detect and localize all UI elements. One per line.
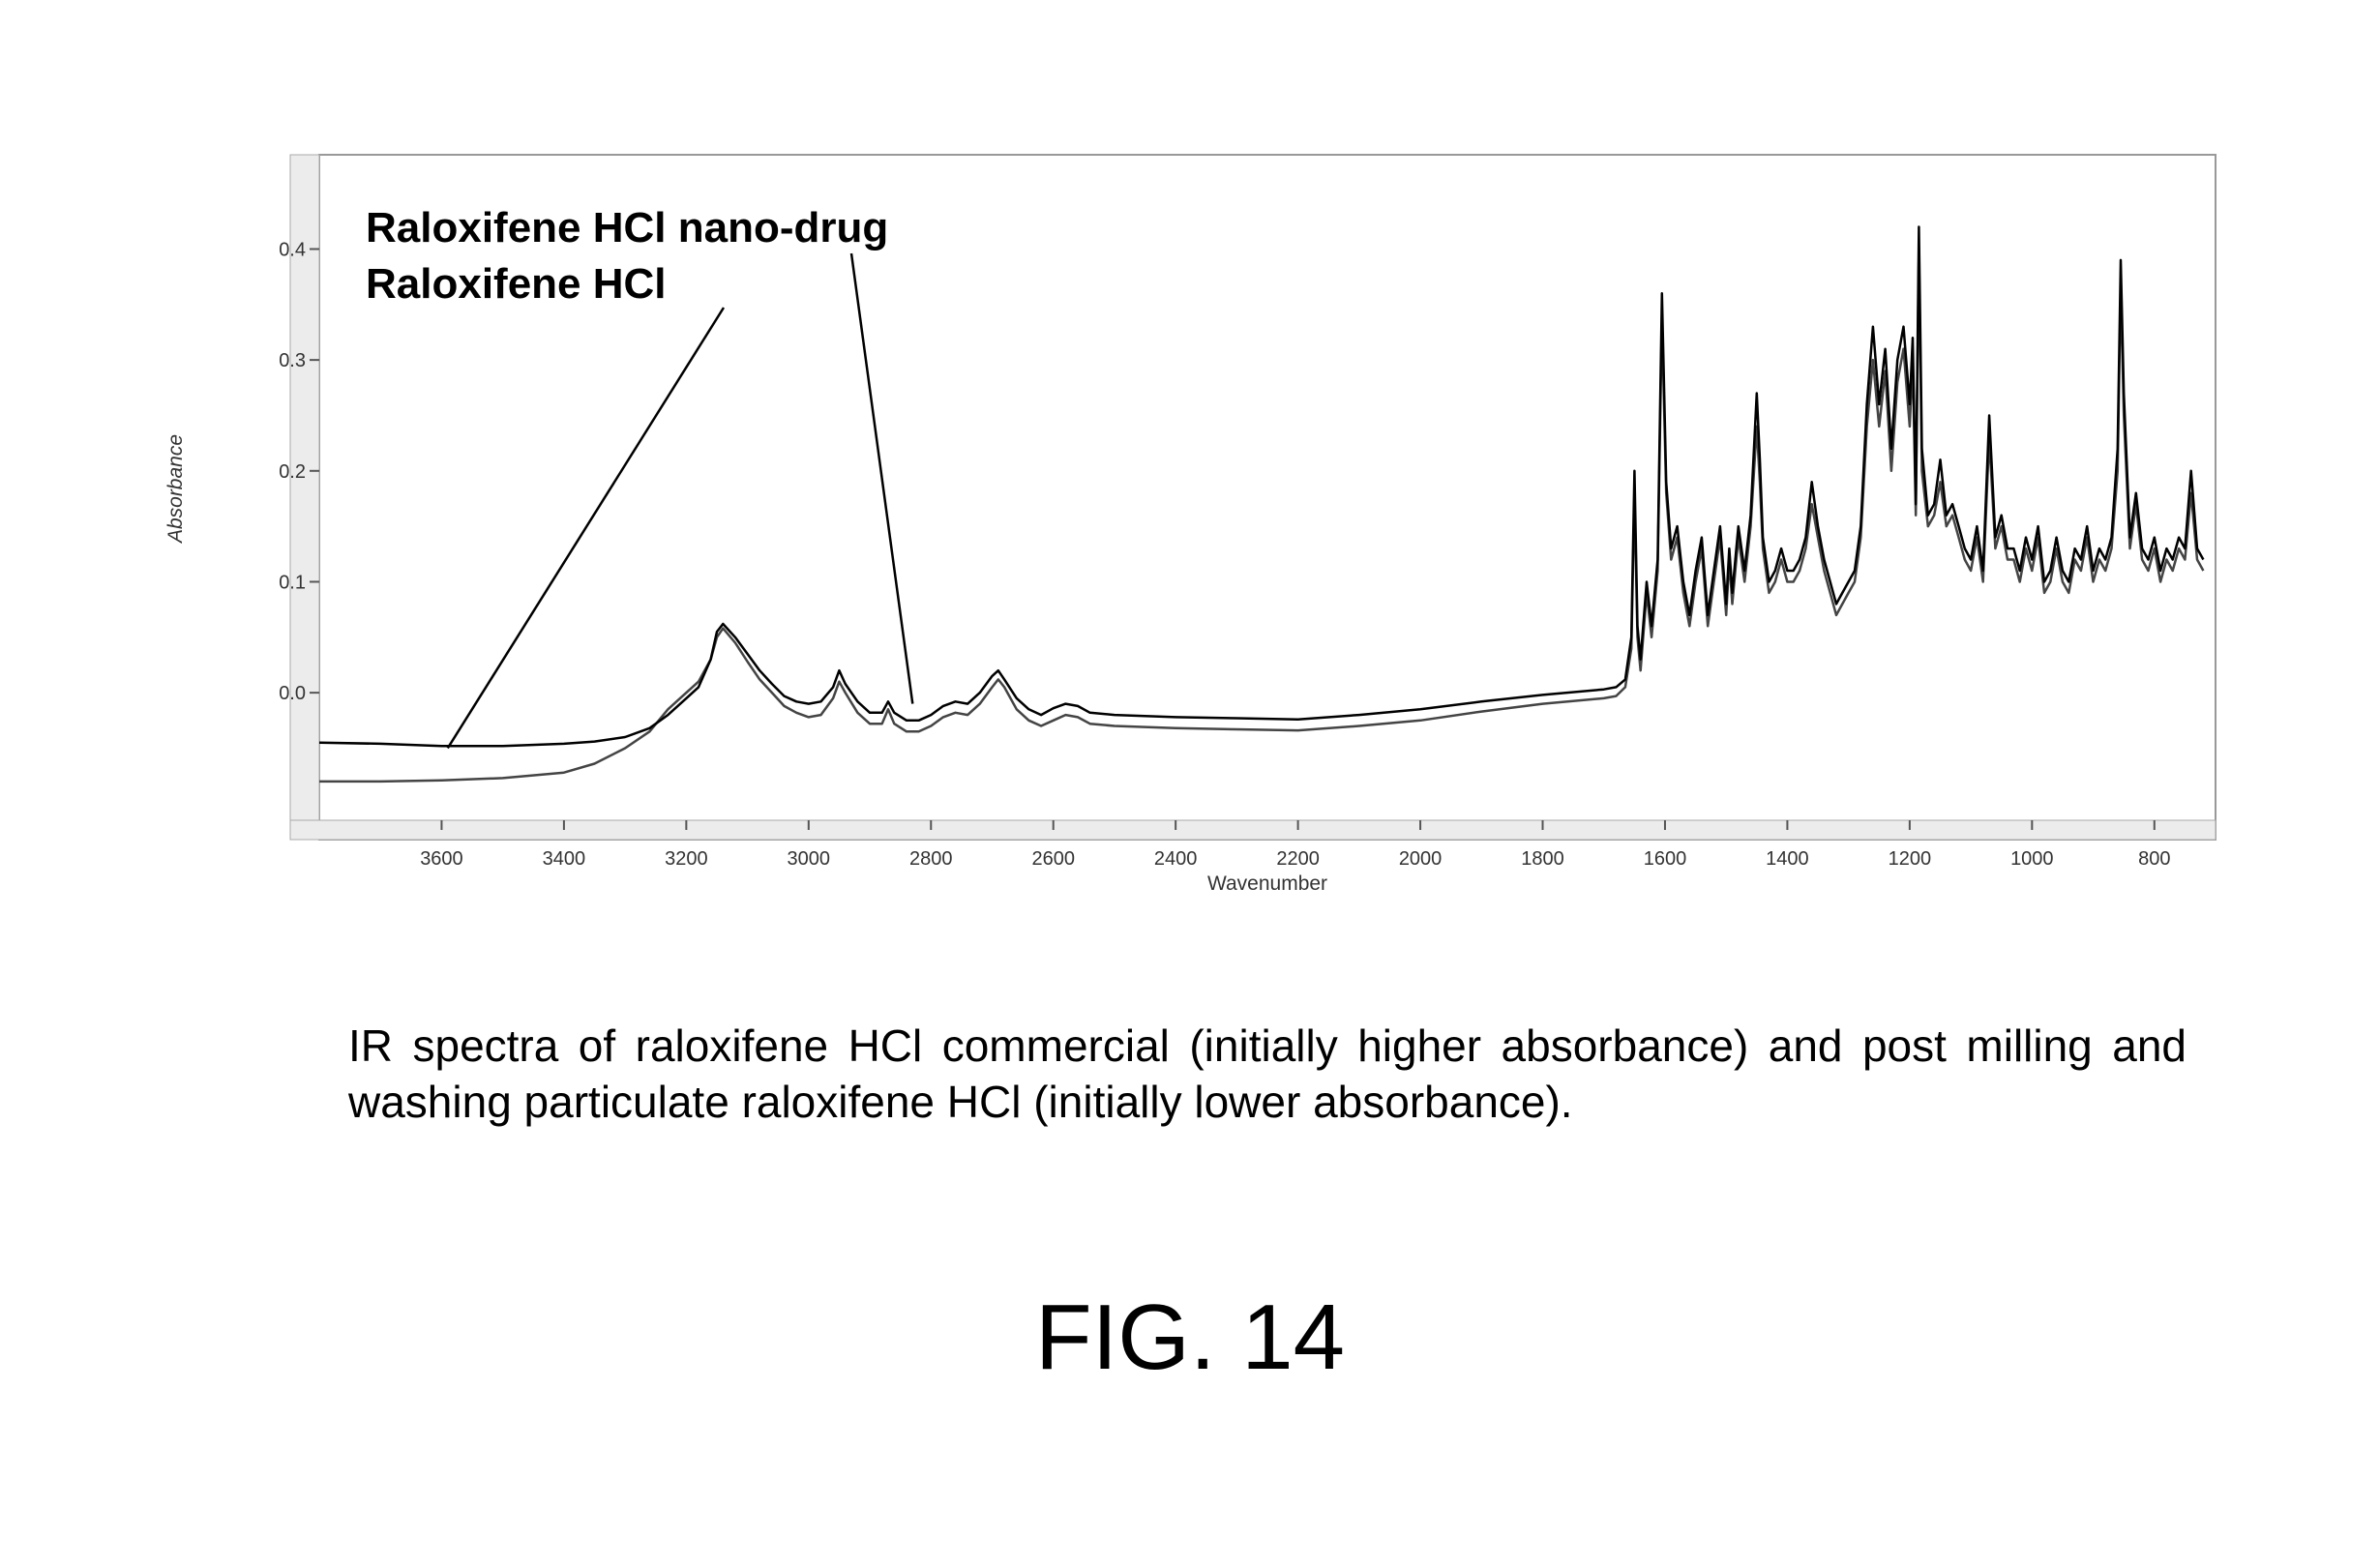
x-tick-label: 2400 xyxy=(1154,848,1198,870)
x-tick-label: 2800 xyxy=(909,848,953,870)
legend-pointer-1 xyxy=(851,253,912,704)
x-axis-title: Wavenumber xyxy=(1207,872,1327,895)
y-tick-label: 0.0 xyxy=(279,683,306,704)
figure-caption: IR spectra of raloxifene HCl commercial … xyxy=(348,1018,2187,1130)
figure-label: FIG. 14 xyxy=(0,1285,2380,1391)
x-tick-label: 1600 xyxy=(1644,848,1687,870)
x-axis-band xyxy=(290,820,2216,840)
x-tick-label: 3200 xyxy=(665,848,708,870)
legend-pointer-2 xyxy=(448,308,724,748)
y-tick-label: 0.3 xyxy=(279,350,306,371)
x-tick-label: 2000 xyxy=(1399,848,1443,870)
y-tick-label: 0.4 xyxy=(279,239,306,260)
y-axis-title: Absorbance xyxy=(164,434,187,545)
legend-annotations: Raloxifene HCl nano-drug Raloxifene HCl xyxy=(366,204,912,748)
x-tick-label: 1000 xyxy=(2010,848,2054,870)
x-tick-label: 3600 xyxy=(420,848,463,870)
axis-ticks: 3600 3400 3200 3000 2800 2600 2400 2200 2000 1800… xyxy=(279,239,2170,870)
y-tick-label: 0.2 xyxy=(279,461,306,483)
legend-label-2: Raloxifene HCl xyxy=(366,260,667,308)
x-tick-label: 1800 xyxy=(1521,848,1564,870)
x-tick-label: 2600 xyxy=(1031,848,1075,870)
x-tick-label: 3400 xyxy=(543,848,586,870)
legend-label-1: Raloxifene HCl nano-drug xyxy=(366,204,888,251)
x-tick-label: 1200 xyxy=(1889,848,1932,870)
y-tick-label: 0.1 xyxy=(279,572,306,593)
x-tick-label: 2200 xyxy=(1276,848,1320,870)
x-tick-label: 800 xyxy=(2138,848,2170,870)
x-tick-label: 3000 xyxy=(788,848,831,870)
x-tick-label: 1400 xyxy=(1766,848,1809,870)
